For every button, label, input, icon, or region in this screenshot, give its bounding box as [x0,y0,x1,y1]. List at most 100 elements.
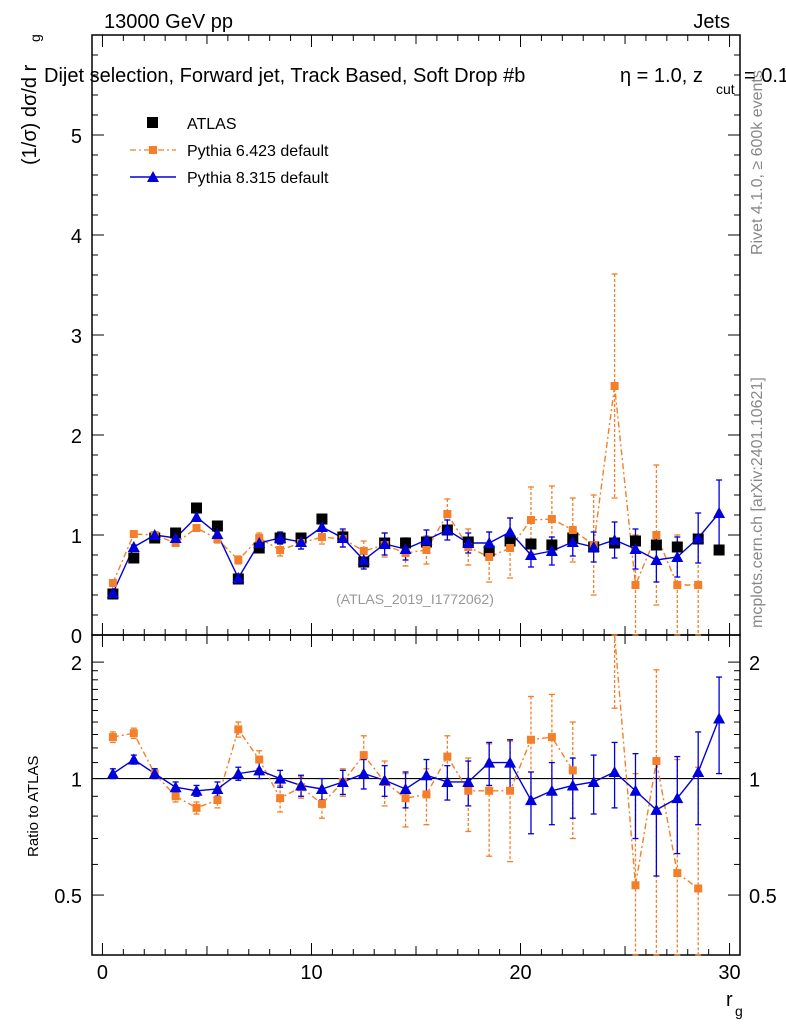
ratio-y-tick-label-right: 0.5 [749,886,777,908]
ratio-pythia8-point [587,775,600,787]
ratio-pythia8-point [545,784,558,796]
atlas-point [629,535,641,547]
atlas-point [211,520,223,532]
ratio-y-tick-label-right: 1 [749,770,760,792]
ratio-pythia8-point [378,774,391,786]
main-panel-marks [106,273,726,636]
pythia8-point [483,537,496,548]
x-tick-label: 0 [97,962,108,984]
ratio-pythia8-point [692,765,705,777]
y-axis-title-main: (1/σ) dσ/d r [19,64,41,165]
ratio-pythia6-point [317,799,326,808]
ratio-pythia8-point [336,775,349,787]
pythia8-point [211,528,224,539]
ratio-pythia6-point [464,786,473,795]
ratio-pythia6-point [673,869,682,878]
pythia8-point [629,543,642,554]
ratio-panel-marks [106,634,726,956]
ratio-pythia6-point [568,766,577,775]
pythia8-point [608,534,621,545]
pythia8-point [441,524,454,535]
x-title-sub: g [735,1003,743,1019]
legend-marker-atlas [147,117,158,128]
ratio-pythia8-line [112,718,720,811]
pythia8-point [315,521,328,532]
ratio-pythia6-point [443,752,452,761]
y-title-sub: g [27,34,43,42]
ratio-pythia6-point [694,884,703,893]
pythia6-point [317,533,326,541]
title-eta: η = 1.0, z [620,65,703,87]
ratio-pythia6-point [631,881,640,890]
pythia8-point [232,572,245,583]
pythia8-point [253,537,266,548]
ratio-pythia6-point [359,751,368,760]
ratio-pythia6-point [192,803,201,812]
pythia8-point [692,532,705,543]
pythia6-point [694,581,703,589]
ratio-panel-frame [91,634,741,956]
pythia8-point [148,529,161,540]
atlas-point [504,535,516,547]
ratio-pythia8-point [713,712,726,724]
pythia8-point [587,541,600,552]
pythia8-point [190,511,203,522]
legend: ATLAS Pythia 6.423 default Pythia 8.315 … [130,116,329,187]
pythia8-point [545,545,558,556]
x-tick-label: 10 [300,962,322,984]
pythia6-point [610,382,619,390]
pythia6-point [108,579,117,587]
pythia8-point [336,532,349,543]
header-energy: 13000 GeV pp [104,11,233,33]
main-y-tick-label: 0 [71,626,82,648]
ratio-pythia6-point [129,729,138,738]
ratio-pythia8-point [462,775,475,787]
ratio-pythia8-point [211,782,224,794]
ratio-axis-ticks: 0.5 0.51 12 20 10 20 30 [54,635,777,984]
ratio-pythia6-point [401,794,410,803]
pythia8-point [169,532,182,543]
pythia8-point [462,537,475,548]
atlas-point [483,545,495,557]
pythia6-point [129,530,138,538]
ratio-pythia6-line [613,634,699,890]
ratio-pythia8-point [504,756,517,768]
x-axis-title-sub: g [735,1003,743,1019]
pythia6-point [276,546,285,554]
ratio-pythia6-point [213,796,222,805]
pythia8-point [295,536,308,547]
legend-label-pythia8: Pythia 8.315 default [187,170,329,187]
atlas-point [316,513,328,525]
ratio-pythia8-point [608,765,621,777]
pythia6-point [506,544,515,552]
pythia6-point [359,547,368,555]
ratio-pythia8-point [169,781,182,793]
x-axis-title: r [726,989,733,1011]
ratio-pythia8-point [148,767,161,779]
ratio-pythia6-point [234,725,243,734]
ratio-pythia8-point [566,779,579,791]
ratio-pythia6-point [547,733,556,742]
pythia8-point [357,554,370,565]
ratio-y-tick-label: 0.5 [54,886,82,908]
plot-title-tail: = 0.1 [744,65,786,87]
pythia6-point [485,553,494,561]
ratio-pythia8-point [190,784,203,796]
pythia8-point [566,536,579,547]
ratio-pythia8-point [483,756,496,768]
ratio-pythia6-point [108,733,117,742]
ratio-pythia8-point [232,767,245,779]
pythia6-point [631,581,640,589]
ratio-pythia6-point [652,757,661,766]
side-rivet: Rivet 4.1.0, ≥ 600k events [749,70,766,255]
ratio-pythia8-point [315,782,328,794]
header-jets: Jets [693,11,730,33]
legend-label-pythia6: Pythia 6.423 default [187,143,329,160]
plot-title: Dijet selection, Forward jet, Track Base… [44,65,525,87]
atlas-point [713,544,725,556]
title-sub: cut [716,81,735,97]
ratio-pythia8-point [671,792,684,804]
atlas-point [525,538,537,550]
plot-title-eta: η = 1.0, z [620,65,703,87]
pythia6-point [568,526,577,534]
